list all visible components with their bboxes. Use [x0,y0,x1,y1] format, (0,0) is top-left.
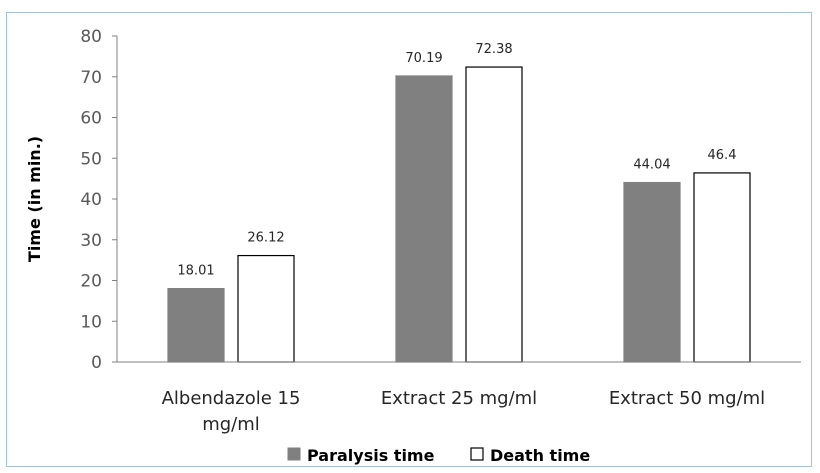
bar [623,181,681,363]
bars: 18.01 26.12 70.19 72.38 44.04 46.4 [167,42,751,363]
data-label: 46.4 [708,148,737,163]
data-label: 72.38 [475,42,512,57]
y-tick-label: 70 [80,68,102,88]
y-tick-label: 80 [80,27,102,47]
bar [237,254,295,363]
bar [465,66,523,363]
x-axis-labels: Albendazole 15 mg/ml Extract 25 mg/ml Extra… [162,388,766,435]
bar [693,172,751,363]
x-tick-label: mg/ml [202,414,260,435]
y-tick-label: 10 [80,312,102,332]
legend: Paralysis time Death time [287,446,590,465]
x-tick-label: Extract 25 mg/ml [381,388,537,409]
bar [395,75,453,363]
legend-swatch-death [470,447,484,461]
y-axis-ticks: 0 10 20 30 40 50 60 70 80 [80,27,117,373]
y-axis-title: Time (in min.) [25,136,44,262]
x-tick-label: Extract 50 mg/ml [609,388,765,409]
y-tick-label: 60 [80,109,102,129]
bar [167,288,225,363]
y-tick-label: 50 [80,149,102,169]
legend-label-death: Death time [490,446,590,465]
legend-label-paralysis: Paralysis time [307,446,435,465]
y-tick-label: 30 [80,231,102,251]
y-tick-label: 0 [91,353,102,373]
data-label: 70.19 [405,51,442,66]
y-tick-label: 20 [80,272,102,292]
data-label: 44.04 [633,158,670,173]
x-tick-label: Albendazole 15 [162,388,301,409]
y-tick-label: 40 [80,190,102,210]
legend-swatch-paralysis [287,447,301,461]
data-label: 26.12 [247,231,284,246]
data-label: 18.01 [177,264,214,279]
